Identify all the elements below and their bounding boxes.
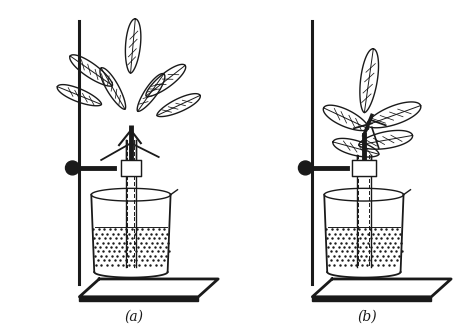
Polygon shape <box>79 297 199 301</box>
Bar <box>352 160 376 176</box>
Text: (a): (a) <box>124 310 143 324</box>
Polygon shape <box>313 279 451 297</box>
Circle shape <box>298 161 313 175</box>
Polygon shape <box>313 297 431 301</box>
Bar <box>121 160 141 176</box>
Circle shape <box>66 161 79 175</box>
Polygon shape <box>79 279 218 297</box>
Text: (b): (b) <box>357 310 377 324</box>
